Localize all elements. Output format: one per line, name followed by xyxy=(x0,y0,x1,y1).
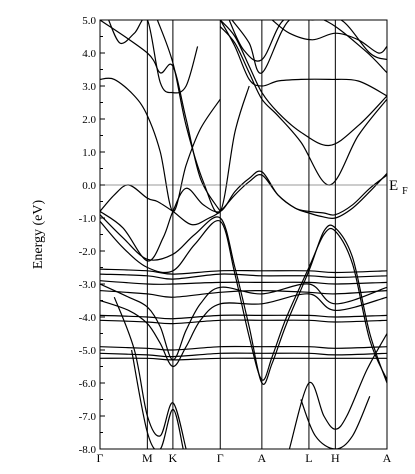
kpoint-label: Γ xyxy=(217,451,224,465)
band-line xyxy=(288,333,387,449)
band-line xyxy=(100,293,387,368)
y-tick-label: -3.0 xyxy=(79,279,97,291)
band-line xyxy=(113,296,187,449)
kpoint-label: A xyxy=(383,451,392,465)
y-tick-label: -8.0 xyxy=(79,444,97,456)
y-tick-label: -4.0 xyxy=(79,312,97,324)
band-line xyxy=(100,357,387,361)
band-line xyxy=(100,319,387,325)
y-tick-label: -5.0 xyxy=(79,345,97,357)
y-tick-label: 4.0 xyxy=(82,48,96,60)
band-line xyxy=(271,20,387,54)
band-line xyxy=(100,77,221,213)
fermi-level-label: E F xyxy=(389,177,408,197)
band-line xyxy=(100,314,387,320)
band-line xyxy=(100,170,387,262)
kpoint-label: L xyxy=(305,451,312,465)
kpoint-label: Γ xyxy=(97,451,104,465)
y-axis-ticks: 5.0 4.0 3.0 2.0 1.0 0.0 -1.0 -2.0 -3.0 -4.0 -5.0 -6… xyxy=(79,15,105,456)
band-line xyxy=(100,273,387,280)
band-line xyxy=(131,349,184,449)
y-axis-title: Energy (eV) xyxy=(31,200,46,270)
band-line xyxy=(219,20,387,97)
fermi-label-main: E xyxy=(389,178,398,194)
y-tick-label: 3.0 xyxy=(82,81,96,93)
band-line xyxy=(228,20,387,62)
band-line xyxy=(100,214,387,385)
band-line xyxy=(231,20,387,74)
y-tick-label: 2.0 xyxy=(82,114,96,126)
y-tick-label: 5.0 xyxy=(82,15,96,27)
bands-layer xyxy=(100,20,387,449)
kpoint-label: H xyxy=(331,451,340,465)
y-tick-label: -2.0 xyxy=(79,246,97,258)
band-line xyxy=(100,283,387,361)
plot-frame xyxy=(99,19,388,450)
band-line xyxy=(219,26,387,186)
band-line xyxy=(108,20,199,94)
y-tick-label: -7.0 xyxy=(79,411,97,423)
kpoint-label: K xyxy=(169,451,178,465)
band-line xyxy=(100,352,387,358)
kpoint-label: M xyxy=(142,451,153,465)
kpoint-lines xyxy=(146,20,336,449)
band-line xyxy=(100,280,387,285)
y-tick-label: 0.0 xyxy=(82,180,96,192)
kpoint-label: A xyxy=(258,451,267,465)
y-tick-label: 1.0 xyxy=(82,147,96,159)
band-line xyxy=(100,345,387,351)
y-tick-label: -6.0 xyxy=(79,378,97,390)
band-line xyxy=(100,20,221,212)
band-line xyxy=(219,20,387,147)
band-line xyxy=(300,395,371,449)
fermi-label-sub: F xyxy=(402,186,408,197)
band-line xyxy=(100,172,387,226)
y-tick-label: -1.0 xyxy=(79,213,97,225)
band-line xyxy=(100,268,387,275)
